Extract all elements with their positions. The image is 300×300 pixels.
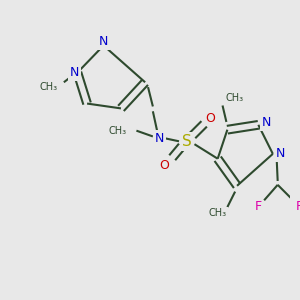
Text: O: O bbox=[205, 112, 215, 124]
Text: CH₃: CH₃ bbox=[225, 93, 243, 103]
Text: N: N bbox=[276, 147, 285, 161]
Text: N: N bbox=[261, 116, 271, 129]
Text: N: N bbox=[99, 35, 108, 48]
Text: S: S bbox=[182, 134, 192, 149]
Text: F: F bbox=[255, 200, 262, 213]
Text: N: N bbox=[70, 66, 79, 79]
Text: O: O bbox=[160, 159, 170, 172]
Text: CH₃: CH₃ bbox=[39, 82, 57, 92]
Text: F: F bbox=[296, 200, 300, 213]
Text: CH₃: CH₃ bbox=[208, 208, 227, 218]
Text: N: N bbox=[155, 132, 164, 145]
Text: CH₃: CH₃ bbox=[108, 126, 126, 136]
